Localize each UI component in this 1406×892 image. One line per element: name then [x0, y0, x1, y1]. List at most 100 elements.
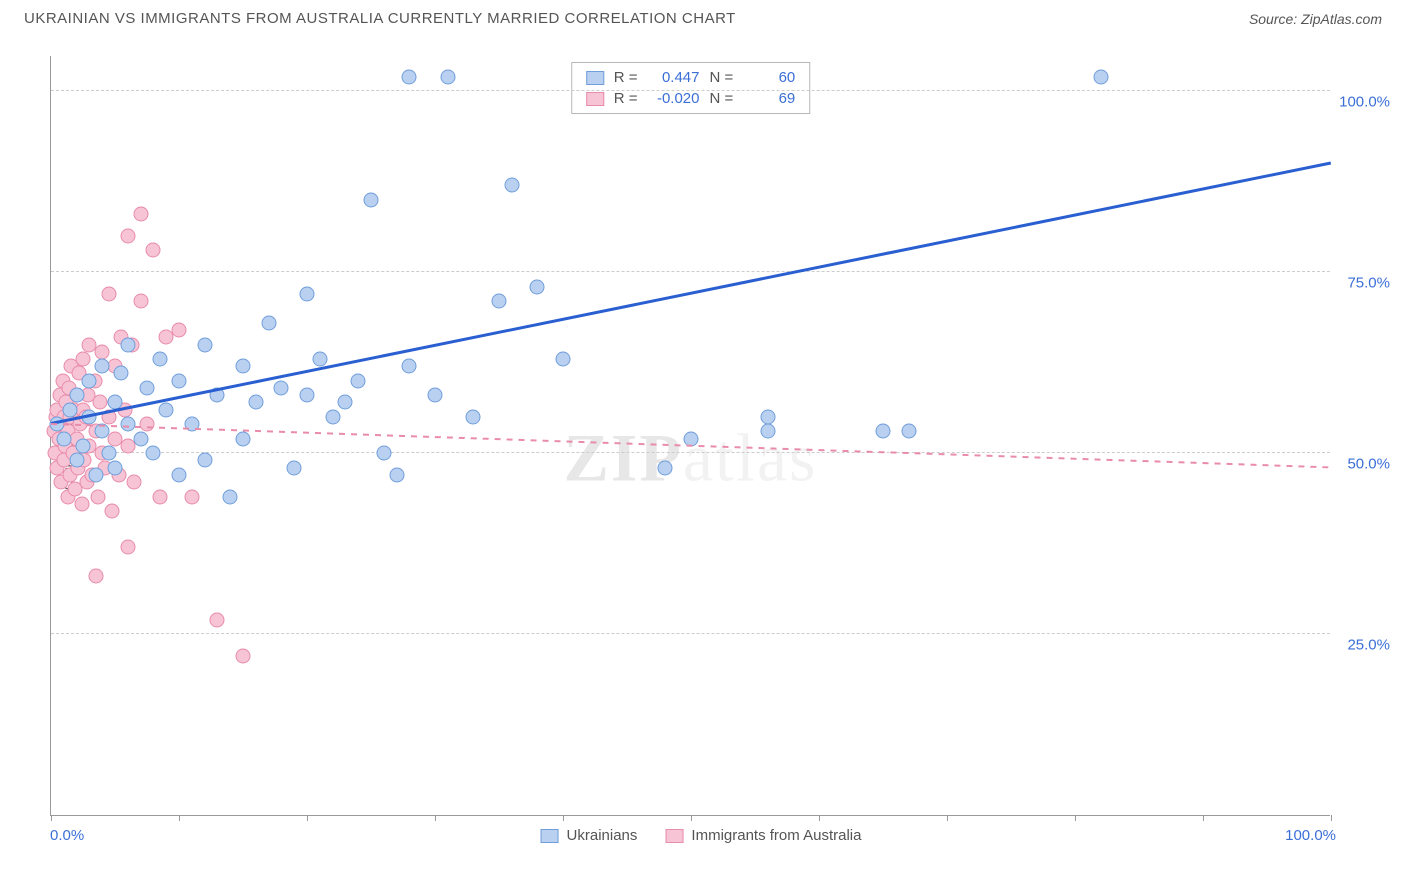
data-point: [56, 431, 71, 446]
gridline: [51, 271, 1330, 272]
x-tick: [819, 815, 820, 821]
data-point: [338, 395, 353, 410]
gridline: [51, 633, 1330, 634]
data-point: [210, 612, 225, 627]
y-tick-label: 75.0%: [1347, 275, 1390, 292]
x-tick-label-max: 100.0%: [1285, 827, 1336, 844]
legend-swatch-pink: [586, 92, 604, 106]
data-point: [197, 453, 212, 468]
data-point: [172, 323, 187, 338]
data-point: [530, 279, 545, 294]
data-point: [197, 337, 212, 352]
data-point: [76, 352, 91, 367]
data-point: [274, 380, 289, 395]
data-point: [91, 489, 106, 504]
legend-label: Immigrants from Australia: [691, 827, 861, 844]
data-point: [133, 431, 148, 446]
data-point: [760, 409, 775, 424]
data-point: [287, 460, 302, 475]
gridline: [51, 452, 1330, 453]
x-tick: [435, 815, 436, 821]
data-point: [140, 380, 155, 395]
data-point: [261, 315, 276, 330]
data-point: [364, 192, 379, 207]
data-point: [127, 475, 142, 490]
data-point: [120, 228, 135, 243]
data-point: [428, 388, 443, 403]
data-point: [760, 424, 775, 439]
data-point: [69, 453, 84, 468]
x-tick: [1331, 815, 1332, 821]
data-point: [300, 388, 315, 403]
n-label: N =: [710, 69, 734, 86]
x-tick: [1075, 815, 1076, 821]
legend-label: Ukrainians: [567, 827, 638, 844]
data-point: [120, 540, 135, 555]
data-point: [492, 294, 507, 309]
data-point: [76, 438, 91, 453]
x-tick: [1203, 815, 1204, 821]
data-point: [402, 359, 417, 374]
data-point: [312, 352, 327, 367]
x-tick: [179, 815, 180, 821]
legend-stats-box: R = 0.447 N = 60 R = -0.020 N = 69: [571, 62, 811, 114]
trend-line: [51, 161, 1331, 424]
series-legend: Ukrainians Immigrants from Australia: [541, 827, 862, 844]
data-point: [876, 424, 891, 439]
data-point: [152, 489, 167, 504]
gridline: [51, 90, 1330, 91]
legend-item: Ukrainians: [541, 827, 638, 844]
data-point: [504, 178, 519, 193]
data-point: [402, 69, 417, 84]
data-point: [88, 467, 103, 482]
n-label: N =: [710, 90, 734, 107]
source-label: Source: ZipAtlas.com: [1249, 11, 1382, 27]
chart-title: UKRAINIAN VS IMMIGRANTS FROM AUSTRALIA C…: [24, 10, 736, 27]
legend-stats-row: R = 0.447 N = 60: [586, 67, 796, 88]
x-tick-label-min: 0.0%: [50, 827, 84, 844]
data-point: [146, 446, 161, 461]
x-tick: [563, 815, 564, 821]
data-point: [82, 373, 97, 388]
x-tick: [691, 815, 692, 821]
data-point: [172, 373, 187, 388]
data-point: [184, 489, 199, 504]
data-point: [120, 337, 135, 352]
data-point: [114, 366, 129, 381]
data-point: [300, 286, 315, 301]
data-point: [152, 352, 167, 367]
data-point: [101, 446, 116, 461]
data-point: [389, 467, 404, 482]
data-point: [351, 373, 366, 388]
data-point: [133, 294, 148, 309]
x-tick: [947, 815, 948, 821]
data-point: [95, 344, 110, 359]
legend-swatch-blue: [541, 829, 559, 843]
data-point: [63, 402, 78, 417]
legend-swatch-pink: [665, 829, 683, 843]
legend-item: Immigrants from Australia: [665, 827, 861, 844]
data-point: [95, 359, 110, 374]
data-point: [236, 359, 251, 374]
data-point: [172, 467, 187, 482]
data-point: [236, 648, 251, 663]
y-tick-label: 100.0%: [1339, 94, 1390, 111]
data-point: [74, 496, 89, 511]
plot-area: ZIPatlas R = 0.447 N = 60 R = -0.020 N =…: [50, 56, 1330, 816]
data-point: [248, 395, 263, 410]
r-label: R =: [614, 69, 638, 86]
n-value: 69: [743, 90, 795, 107]
x-tick: [51, 815, 52, 821]
data-point: [133, 207, 148, 222]
data-point: [223, 489, 238, 504]
x-tick: [307, 815, 308, 821]
data-point: [466, 409, 481, 424]
y-tick-label: 25.0%: [1347, 637, 1390, 654]
data-point: [159, 402, 174, 417]
data-point: [556, 352, 571, 367]
y-tick-label: 50.0%: [1347, 456, 1390, 473]
data-point: [92, 395, 107, 410]
data-point: [440, 69, 455, 84]
data-point: [1093, 69, 1108, 84]
data-point: [140, 417, 155, 432]
